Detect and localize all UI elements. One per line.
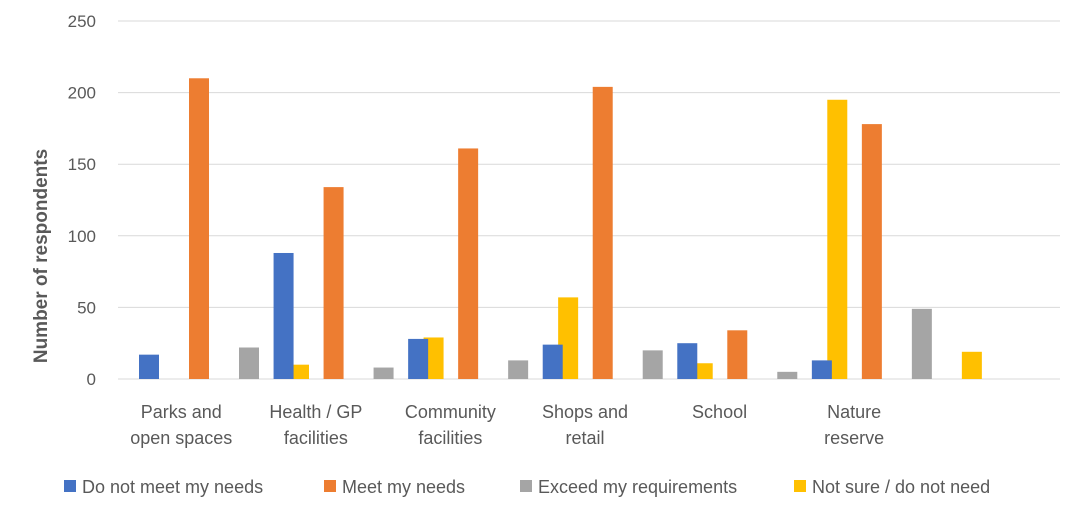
bar-not-sure-do-not-need xyxy=(289,364,309,379)
bar-not-sure-do-not-need xyxy=(692,363,713,379)
bar-do-not-meet-my-needs xyxy=(542,344,563,379)
y-tick-label: 100 xyxy=(68,227,96,246)
bar-exceed-my-requirements xyxy=(239,347,259,379)
bar-meet-my-needs xyxy=(727,330,748,379)
y-tick-label: 0 xyxy=(87,370,96,389)
bar-meet-my-needs xyxy=(189,78,209,379)
bar-do-not-meet-my-needs xyxy=(811,360,832,379)
x-tick-label: School xyxy=(692,402,747,422)
bar-meet-my-needs xyxy=(592,86,613,379)
legend-swatch xyxy=(794,480,806,492)
bar-do-not-meet-my-needs xyxy=(273,252,294,379)
bar-meet-my-needs xyxy=(861,124,882,379)
bar-do-not-meet-my-needs xyxy=(139,354,159,379)
x-tick-label: Community facilities xyxy=(405,402,496,448)
y-axis-ticks: 0 50 100 150 200 250 xyxy=(68,12,96,389)
legend: Do not meet my needs Meet my needs Exceed … xyxy=(64,477,990,497)
x-tick-label: Health / GP facilities xyxy=(269,402,362,448)
y-tick-label: 200 xyxy=(68,84,96,103)
x-axis-ticks: Parks and open spaces Health / GP facilitie… xyxy=(130,402,884,448)
bar-not-sure-do-not-need xyxy=(558,297,579,379)
bar-exceed-my-requirements xyxy=(373,367,394,379)
bar-exceed-my-requirements xyxy=(911,308,932,379)
bar-not-sure-do-not-need xyxy=(961,351,982,379)
x-tick-label: Nature reserve xyxy=(824,402,884,448)
bar-not-sure-do-not-need xyxy=(827,99,848,379)
legend-label: Do not meet my needs xyxy=(82,477,263,497)
bar-meet-my-needs xyxy=(323,187,344,379)
legend-label: Not sure / do not need xyxy=(812,477,990,497)
bar-exceed-my-requirements xyxy=(777,371,798,379)
bar-not-sure-do-not-need xyxy=(423,337,444,379)
x-tick-label: Parks and open spaces xyxy=(130,402,232,448)
bars xyxy=(139,78,982,379)
bar-exceed-my-requirements xyxy=(642,350,663,379)
y-tick-label: 250 xyxy=(68,12,96,31)
legend-swatch xyxy=(324,480,336,492)
y-tick-label: 50 xyxy=(77,298,96,317)
y-tick-label: 150 xyxy=(68,155,96,174)
bar-do-not-meet-my-needs xyxy=(677,343,698,379)
legend-swatch xyxy=(520,480,532,492)
x-tick-label: Shops and retail xyxy=(542,402,628,448)
legend-swatch xyxy=(64,480,76,492)
y-axis-label: Number of respondents xyxy=(31,149,52,363)
bar-do-not-meet-my-needs xyxy=(408,338,429,379)
legend-label: Meet my needs xyxy=(342,477,465,497)
bar-meet-my-needs xyxy=(458,148,479,379)
legend-label: Exceed my requirements xyxy=(538,477,737,497)
bar-exceed-my-requirements xyxy=(508,360,529,379)
